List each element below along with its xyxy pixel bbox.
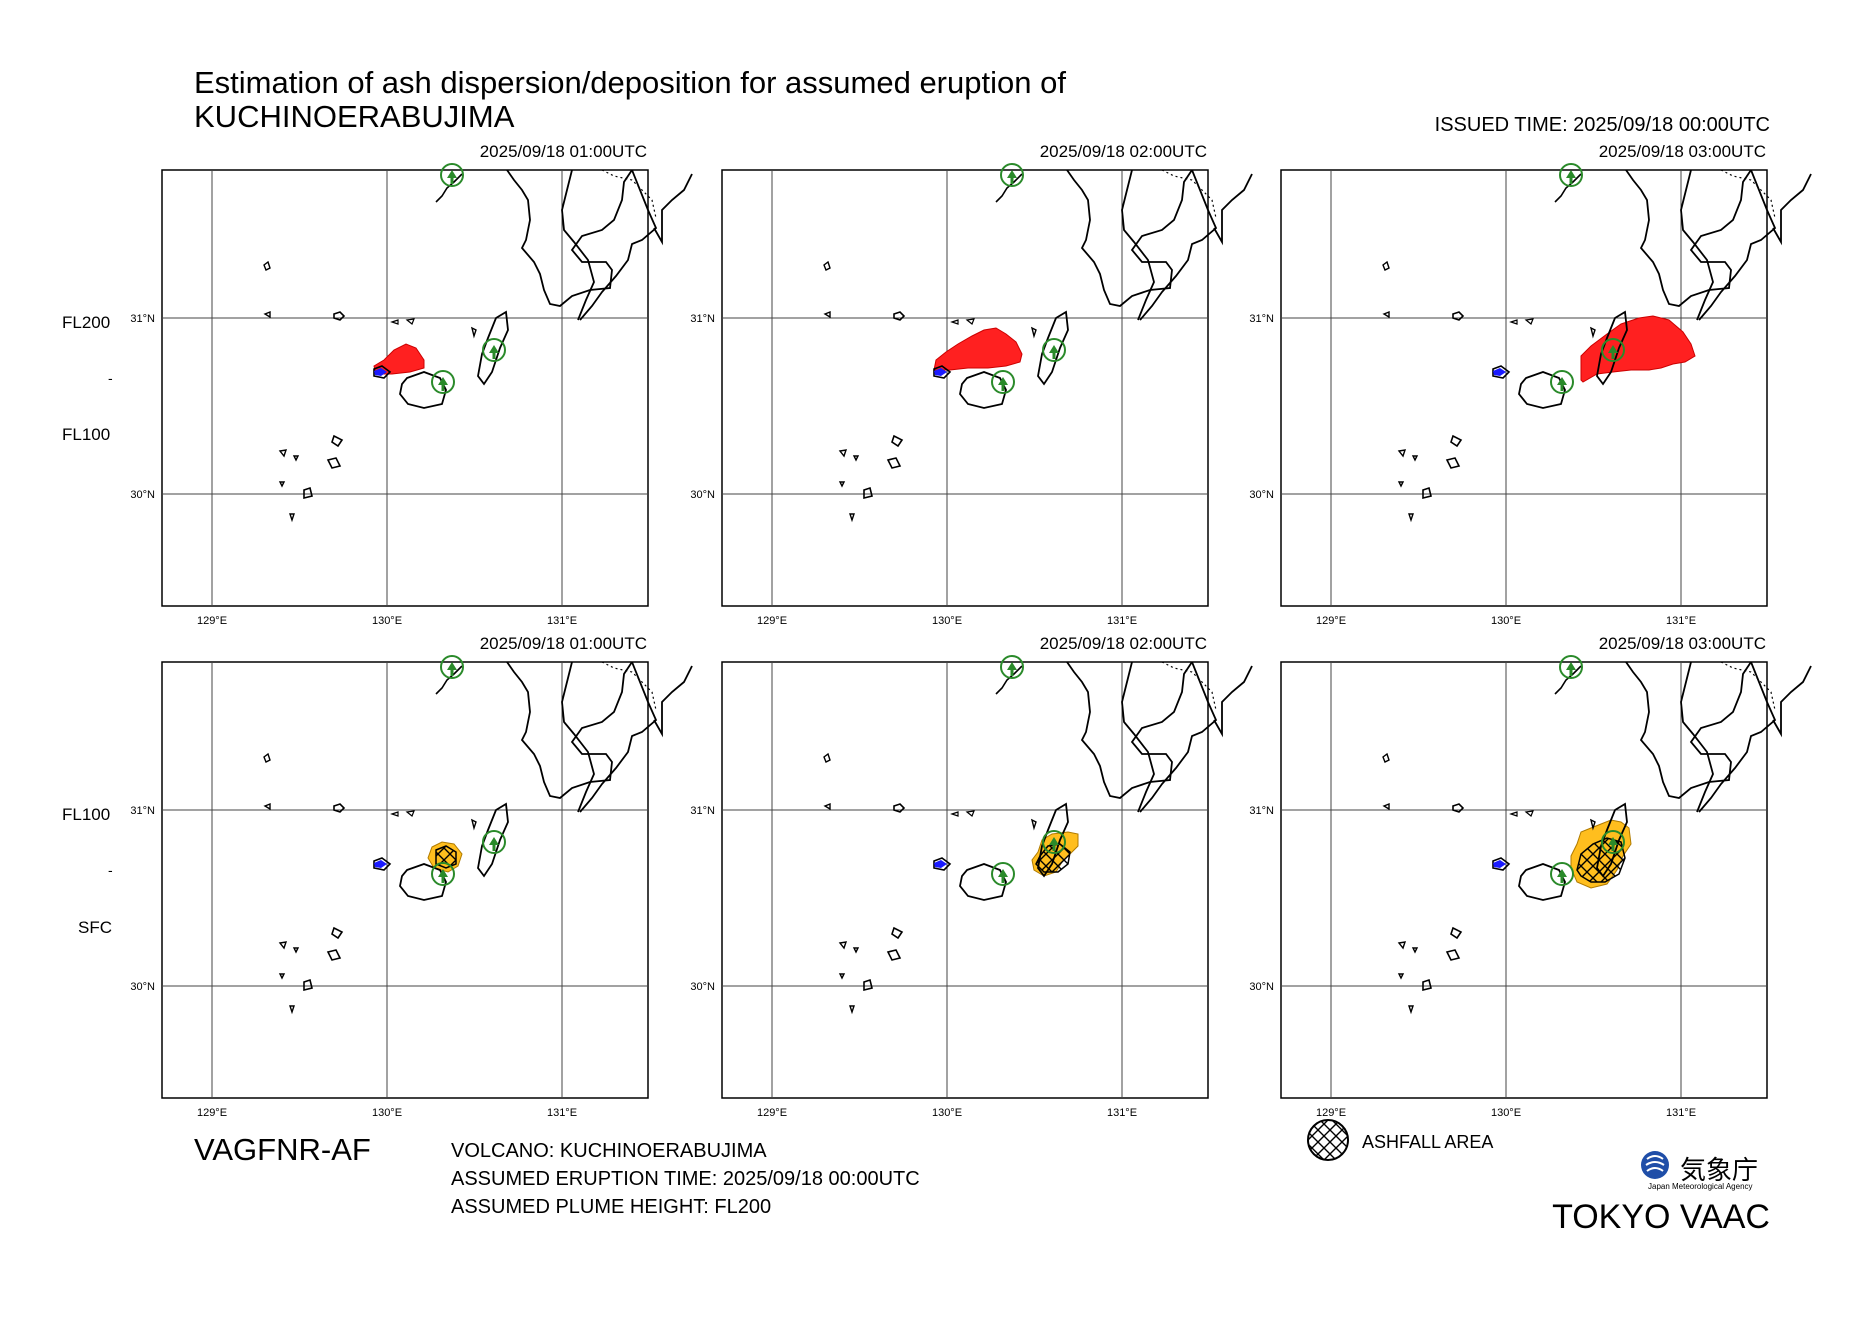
lat-tick-label: 30°N bbox=[690, 981, 715, 993]
lat-tick-label: 31°N bbox=[130, 313, 155, 325]
lon-tick-label: 131°E bbox=[1107, 615, 1137, 627]
lon-tick-label: 129°E bbox=[197, 1107, 227, 1119]
panel-frame bbox=[1280, 169, 1768, 607]
eruption-source-marker bbox=[374, 368, 387, 376]
lat-tick-label: 31°N bbox=[130, 805, 155, 817]
ash-cloud-area bbox=[933, 327, 1023, 371]
lat-tick-label: 31°N bbox=[690, 313, 715, 325]
panel-frame bbox=[721, 661, 1209, 1099]
lon-tick-label: 131°E bbox=[1666, 1107, 1696, 1119]
eruption-source-marker bbox=[934, 860, 947, 868]
lon-tick-label: 130°E bbox=[372, 615, 402, 627]
ashfall-legend-icon bbox=[1307, 1119, 1349, 1161]
panel-frame bbox=[161, 661, 649, 1099]
agency-name-jp: 気象庁 bbox=[1680, 1155, 1759, 1185]
lat-tick-label: 31°N bbox=[690, 805, 715, 817]
lon-tick-label: 130°E bbox=[932, 1107, 962, 1119]
lon-tick-label: 130°E bbox=[932, 615, 962, 627]
lon-tick-label: 131°E bbox=[547, 1107, 577, 1119]
row1-fl-bottom: FL100 bbox=[62, 425, 111, 444]
legend-label: ASHFALL AREA bbox=[1362, 1132, 1494, 1152]
eruption-source-marker bbox=[374, 860, 387, 868]
vaac-name: TOKYO VAAC bbox=[1552, 1198, 1770, 1236]
agency-name-en: Japan Meteorological Agency bbox=[1648, 1182, 1753, 1191]
eruption-source-marker bbox=[934, 368, 947, 376]
lat-tick-label: 30°N bbox=[1249, 981, 1274, 993]
lon-tick-label: 130°E bbox=[1491, 615, 1521, 627]
lon-tick-label: 129°E bbox=[197, 615, 227, 627]
eruption-time: ASSUMED ERUPTION TIME: 2025/09/18 00:00U… bbox=[451, 1168, 920, 1190]
issued-time: ISSUED TIME: 2025/09/18 00:00UTC bbox=[1434, 114, 1770, 136]
lon-tick-label: 129°E bbox=[1316, 615, 1346, 627]
lon-tick-label: 129°E bbox=[757, 1107, 787, 1119]
panel-time-r1c3: 2025/09/18 03:00UTC bbox=[1598, 142, 1766, 161]
lon-tick-label: 131°E bbox=[1107, 1107, 1137, 1119]
plume-height: ASSUMED PLUME HEIGHT: FL200 bbox=[451, 1196, 772, 1218]
lat-tick-label: 30°N bbox=[690, 489, 715, 501]
lon-tick-label: 130°E bbox=[372, 1107, 402, 1119]
map-panel-r2c1: 31°N 30°N 129°E 130°E 131°E bbox=[130, 655, 693, 1119]
map-panel-r1c3: 31°N 30°N 129°E 130°E 131°E bbox=[1249, 163, 1812, 627]
row1-fl-top: FL200 bbox=[62, 313, 111, 332]
lon-tick-label: 131°E bbox=[547, 615, 577, 627]
panel-time-r2c3: 2025/09/18 03:00UTC bbox=[1598, 634, 1766, 653]
panel-frame bbox=[1280, 661, 1768, 1099]
row2-fl-top: FL100 bbox=[62, 805, 111, 824]
panel-frame bbox=[721, 169, 1209, 607]
product-code: VAGFNR-AF bbox=[194, 1132, 371, 1167]
row1-fl-sep: - bbox=[108, 370, 113, 386]
panel-time-r1c1: 2025/09/18 01:00UTC bbox=[479, 142, 647, 161]
lat-tick-label: 30°N bbox=[130, 489, 155, 501]
panel-time-r1c2: 2025/09/18 02:00UTC bbox=[1039, 142, 1207, 161]
lat-tick-label: 31°N bbox=[1249, 313, 1274, 325]
panel-time-r2c2: 2025/09/18 02:00UTC bbox=[1039, 634, 1207, 653]
panel-time-r2c1: 2025/09/18 01:00UTC bbox=[479, 634, 647, 653]
lon-tick-label: 129°E bbox=[757, 615, 787, 627]
title-line-2: KUCHINOERABUJIMA bbox=[194, 99, 515, 134]
ash-cloud-area bbox=[373, 343, 425, 375]
chart-title: Estimation of ash dispersion/deposition … bbox=[194, 66, 1066, 134]
volcano-name: VOLCANO: KUCHINOERABUJIMA bbox=[451, 1140, 767, 1162]
panel-frame bbox=[161, 169, 649, 607]
lat-tick-label: 30°N bbox=[130, 981, 155, 993]
map-panel-r2c3: 31°N 30°N 129°E 130°E 131°E bbox=[1249, 655, 1812, 1119]
map-panel-r1c2: 31°N 30°N 129°E 130°E 131°E bbox=[690, 163, 1253, 627]
lat-tick-label: 30°N bbox=[1249, 489, 1274, 501]
lat-tick-label: 31°N bbox=[1249, 805, 1274, 817]
eruption-source-marker bbox=[1493, 368, 1506, 376]
map-panel-r2c2: 31°N 30°N 129°E 130°E 131°E bbox=[690, 655, 1253, 1119]
title-line-1: Estimation of ash dispersion/deposition … bbox=[194, 65, 1066, 100]
lon-tick-label: 130°E bbox=[1491, 1107, 1521, 1119]
eruption-source-marker bbox=[1493, 860, 1506, 868]
map-panel-r1c1: 31°N 30°N 129°E 130°E 131°E bbox=[130, 163, 693, 627]
jma-logo-icon bbox=[1641, 1151, 1669, 1179]
lon-tick-label: 129°E bbox=[1316, 1107, 1346, 1119]
lon-tick-label: 131°E bbox=[1666, 615, 1696, 627]
row2-fl-bottom: SFC bbox=[78, 918, 112, 937]
row2-fl-sep: - bbox=[108, 862, 113, 878]
